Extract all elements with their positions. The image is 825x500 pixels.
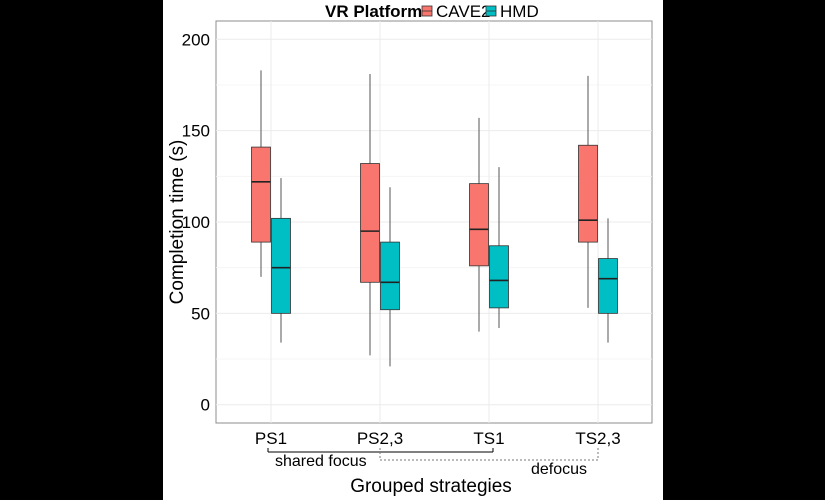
x-axis-title: Grouped strategies <box>350 476 512 497</box>
x-tick-label: TS2,3 <box>575 429 620 448</box>
y-tick-label: 50 <box>191 304 210 323</box>
x-tick-label: PS1 <box>255 429 287 448</box>
box-iqr <box>598 258 618 314</box>
box-cave2-0 <box>251 70 271 277</box>
y-axis-title: Completion time (s) <box>167 140 188 305</box>
box-iqr <box>251 146 271 243</box>
group-annotations: shared focus defocus <box>267 448 599 478</box>
box-iqr <box>578 144 598 243</box>
box-iqr <box>271 217 291 314</box>
boxes-layer <box>251 70 618 367</box>
box-iqr <box>380 241 400 311</box>
annotation-defocus: defocus <box>531 461 587 478</box>
x-tick-label: PS2,3 <box>357 429 403 448</box>
box-cave2-2 <box>469 117 489 332</box>
y-tick-labels: 0 50 100 150 200 <box>182 30 210 414</box>
legend: VR Platform CAVE2 HMD <box>325 2 539 21</box>
box-cave2-1 <box>360 73 380 356</box>
y-tick-label: 100 <box>182 213 210 232</box>
y-tick-label: 0 <box>201 396 210 415</box>
annotation-shared-focus: shared focus <box>275 453 367 470</box>
x-tick-label: TS1 <box>473 429 504 448</box>
box-iqr <box>489 245 509 309</box>
y-tick-label: 150 <box>182 122 210 141</box>
box-plot-chart: 0 50 100 150 200 PS1 PS2,3 TS1 TS2,3 shared foc… <box>167 2 653 497</box>
legend-label-hmd: HMD <box>500 2 539 21</box>
box-cave2-3 <box>578 75 598 308</box>
y-tick-label: 200 <box>182 30 210 49</box>
box-hmd-0 <box>271 178 291 343</box>
legend-label-cave2: CAVE2 <box>436 2 491 21</box>
box-hmd-1 <box>380 187 400 367</box>
box-iqr <box>360 163 380 283</box>
chart-figure: 0 50 100 150 200 PS1 PS2,3 TS1 TS2,3 shared foc… <box>163 0 663 500</box>
box-hmd-2 <box>489 167 509 328</box>
legend-title: VR Platform <box>325 2 422 21</box>
x-tick-labels: PS1 PS2,3 TS1 TS2,3 <box>255 429 621 448</box>
box-hmd-3 <box>598 218 618 343</box>
box-iqr <box>469 183 489 267</box>
